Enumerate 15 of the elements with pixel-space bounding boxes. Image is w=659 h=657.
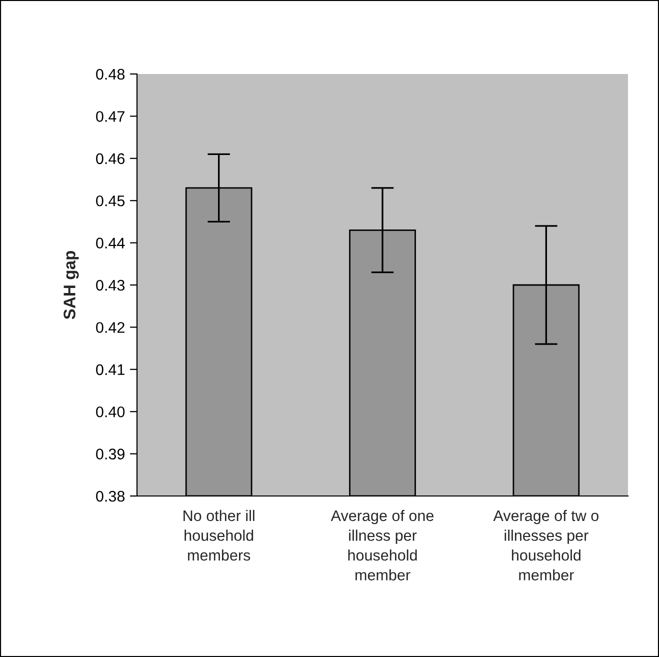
- y-tick-label: 0.41: [96, 364, 124, 376]
- y-tick-label: 0.44: [96, 238, 125, 248]
- y-tick-label: 0.43: [96, 280, 125, 291]
- y-tick-label: 0.39: [96, 448, 124, 460]
- y-tick-label: 0.40: [96, 406, 125, 418]
- y-tick-label: 0.45: [96, 195, 125, 206]
- x-tick-label: Average of one illness per household member: [330, 510, 434, 580]
- x-tick-label: Average of tw o illnesses per household member: [493, 510, 598, 580]
- y-tick-label: 0.38: [96, 490, 125, 502]
- y-tick-label: 0.47: [96, 111, 124, 122]
- y-tick-label: 0.42: [96, 322, 124, 333]
- y-tick-label: 0.48: [96, 68, 125, 80]
- y-axis-title: SAH gap: [64, 250, 79, 320]
- y-tick-label: 0.46: [96, 153, 125, 164]
- x-tick-label: No other ill household members: [184, 510, 254, 561]
